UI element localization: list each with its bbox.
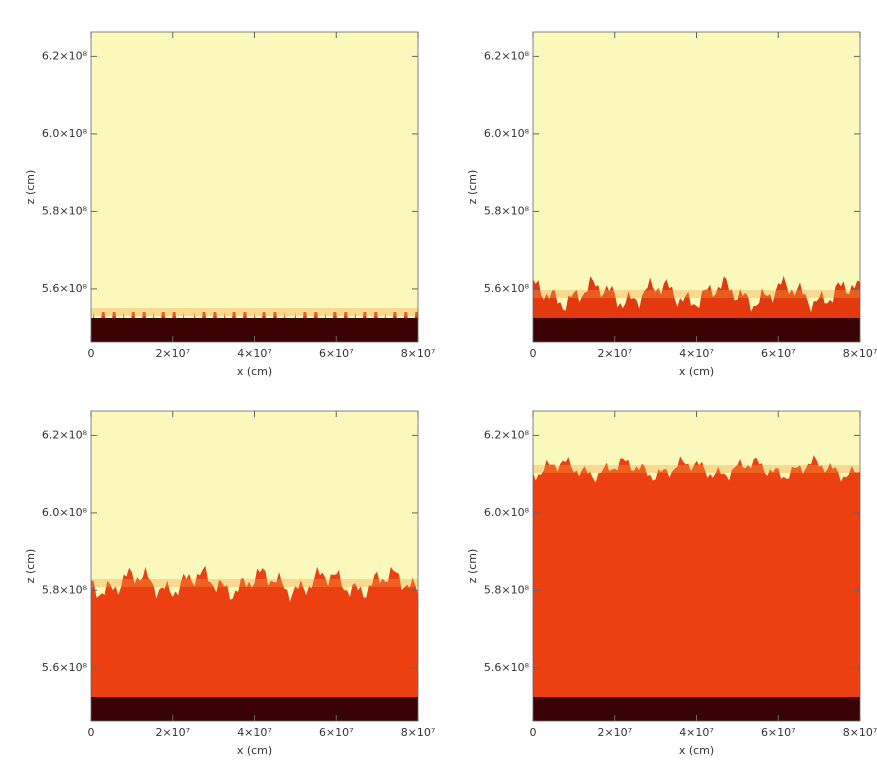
x-tick-label: 8×10⁷ <box>401 347 436 360</box>
y-tick-label: 6.0×10⁸ <box>484 506 530 519</box>
panel: 0 2×10⁷ 4×10⁷ 6×10⁷ 8×10⁷ 5.6×10⁸ 5.8×10⁸ 6.0×1… <box>466 31 877 378</box>
x-tick-label: 6×10⁷ <box>319 726 354 739</box>
x-tick-label: 0 <box>530 347 537 360</box>
y-axis-label: z (cm) <box>24 170 37 205</box>
x-tick-label: 6×10⁷ <box>761 347 796 360</box>
y-tick-label: 6.0×10⁸ <box>42 506 88 519</box>
x-tick-label: 2×10⁷ <box>155 726 190 739</box>
x-tick-label: 4×10⁷ <box>679 347 714 360</box>
mixing-layer-glow <box>533 290 860 298</box>
x-tick-label: 4×10⁷ <box>679 726 714 739</box>
x-tick-label: 8×10⁷ <box>401 726 436 739</box>
x-tick-label: 0 <box>530 726 537 739</box>
mixing-layer-glow <box>91 308 418 316</box>
y-tick-label: 5.8×10⁸ <box>484 204 530 217</box>
mixing-layer-glow <box>91 579 418 587</box>
y-tick-label: 6.0×10⁸ <box>484 127 530 140</box>
field-background <box>91 32 418 342</box>
y-tick-label: 6.2×10⁸ <box>484 428 530 441</box>
y-tick-label: 5.6×10⁸ <box>42 282 88 295</box>
panel: 0 2×10⁷ 4×10⁷ 6×10⁷ 8×10⁷ 5.6×10⁸ 5.8×10⁸ 6.0×1… <box>24 410 436 757</box>
y-tick-label: 5.8×10⁸ <box>42 204 88 217</box>
panel: 0 2×10⁷ 4×10⁷ 6×10⁷ 8×10⁷ 5.6×10⁸ 5.8×10⁸ 6.0×1… <box>466 410 877 757</box>
x-axis-label: x (cm) <box>237 744 272 757</box>
panel: 0 2×10⁷ 4×10⁷ 6×10⁷ 8×10⁷ 5.6×10⁸ 5.8×10⁸ 6.0×1… <box>24 31 436 378</box>
y-tick-label: 5.6×10⁸ <box>484 661 530 674</box>
field-background <box>533 32 860 342</box>
x-axis-label: x (cm) <box>679 744 714 757</box>
y-tick-label: 5.8×10⁸ <box>484 583 530 596</box>
x-axis-label: x (cm) <box>237 365 272 378</box>
y-tick-label: 5.6×10⁸ <box>42 661 88 674</box>
y-tick-label: 6.0×10⁸ <box>42 127 88 140</box>
y-axis-label: z (cm) <box>466 170 479 205</box>
x-tick-label: 0 <box>88 726 95 739</box>
y-axis-label: z (cm) <box>24 549 37 584</box>
x-tick-label: 2×10⁷ <box>597 726 632 739</box>
y-tick-label: 6.2×10⁸ <box>484 49 530 62</box>
x-tick-label: 4×10⁷ <box>237 347 272 360</box>
mixing-layer <box>91 565 418 721</box>
y-tick-label: 5.8×10⁸ <box>42 583 88 596</box>
x-tick-label: 4×10⁷ <box>237 726 272 739</box>
x-tick-label: 6×10⁷ <box>761 726 796 739</box>
mixing-layer-glow <box>533 465 860 473</box>
x-axis-label: x (cm) <box>679 365 714 378</box>
y-tick-label: 6.2×10⁸ <box>42 428 88 441</box>
mixing-layer <box>533 455 860 721</box>
x-tick-label: 2×10⁷ <box>597 347 632 360</box>
x-tick-label: 8×10⁷ <box>843 726 877 739</box>
y-tick-label: 6.2×10⁸ <box>42 49 88 62</box>
y-axis-label: z (cm) <box>466 549 479 584</box>
x-tick-label: 2×10⁷ <box>155 347 190 360</box>
y-tick-label: 5.6×10⁸ <box>484 282 530 295</box>
x-tick-label: 6×10⁷ <box>319 347 354 360</box>
x-tick-label: 8×10⁷ <box>843 347 877 360</box>
x-tick-label: 0 <box>88 347 95 360</box>
